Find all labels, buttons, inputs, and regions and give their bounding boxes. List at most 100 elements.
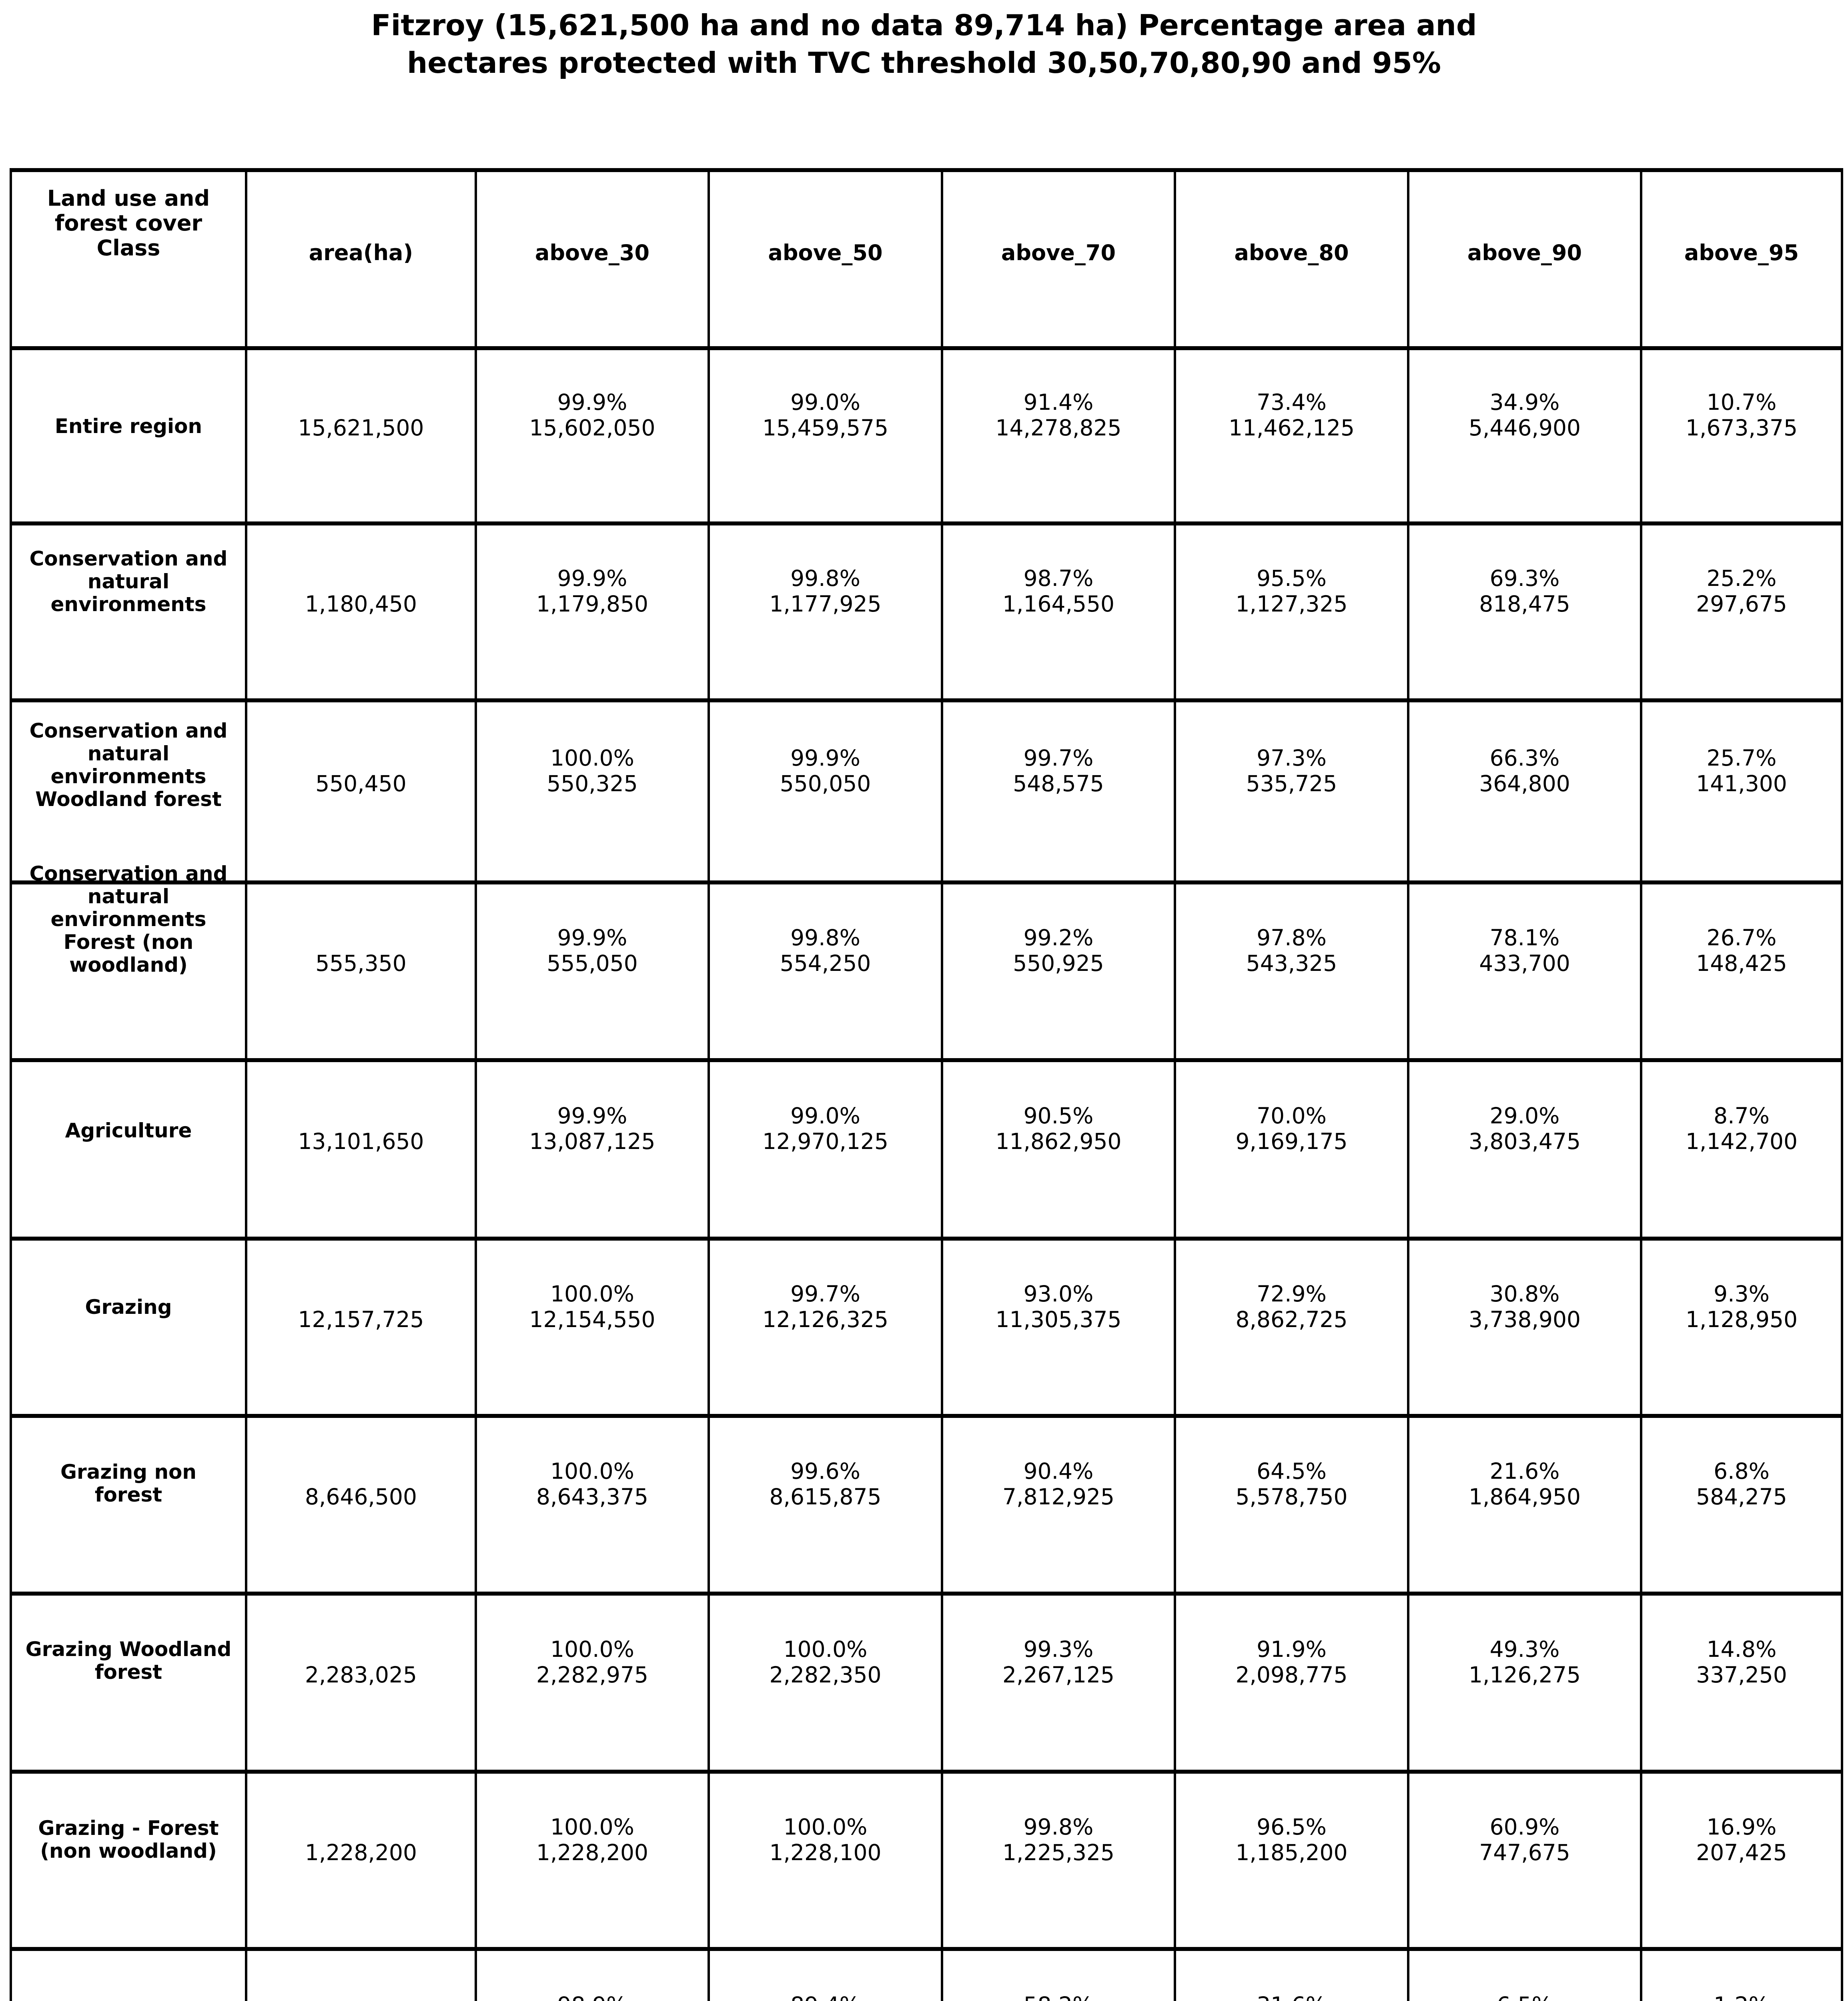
percent-value: 100.0%: [550, 1814, 634, 1840]
percent-value: 99.6%: [790, 1458, 860, 1484]
percent-value: 69.3%: [1489, 565, 1560, 591]
threshold-cell-above_30: 99.9% 555,050: [475, 880, 710, 1062]
hectares-value: 1,673,375: [1686, 415, 1798, 441]
percent-value: 99.9%: [557, 925, 627, 950]
hectares-value: 433,700: [1479, 950, 1570, 976]
percent-value: 99.9%: [790, 745, 860, 771]
percent-value: 100.0%: [550, 745, 634, 771]
threshold-cell-above_80: 91.9% 2,098,775: [1174, 1592, 1409, 1774]
row-label: Agriculture: [10, 1058, 247, 1241]
hectares-value: 1,225,325: [1002, 1839, 1114, 1865]
percent-value: 99.9%: [557, 1103, 627, 1129]
threshold-cell-above_50: 99.8% 554,250: [708, 880, 943, 1062]
percent-value: 9.3%: [1714, 1281, 1770, 1307]
percent-value: 99.7%: [1023, 745, 1094, 771]
hectares-value: 2,282,975: [536, 1662, 648, 1688]
threshold-cell-above_90: 49.3% 1,126,275: [1407, 1592, 1642, 1774]
percent-value: 14.8%: [1706, 1636, 1777, 1662]
col-header-land-use-and: Land use and forest cover Class: [10, 168, 247, 350]
threshold-cell-above_90: 29.0% 3,803,475: [1407, 1058, 1642, 1241]
percent-value: 29.0%: [1489, 1103, 1560, 1129]
area-ha-value: 1,180,450: [245, 521, 477, 702]
tvc-protection-table: Land use and forest cover Class area(ha) a…: [10, 168, 1843, 2001]
hectares-value: 5,446,900: [1469, 415, 1581, 441]
hectares-value: 1,126,275: [1469, 1662, 1581, 1688]
col-header-above-95: above_95: [1640, 168, 1843, 350]
percent-value: 25.2%: [1706, 565, 1777, 591]
hectares-value: 5,578,750: [1235, 1484, 1348, 1510]
percent-value: 100.0%: [550, 1458, 634, 1484]
percent-value: 6.8%: [1714, 1458, 1770, 1484]
hectares-value: 2,267,125: [1002, 1662, 1114, 1688]
table-row-entire-region: Entire region 15,621,500 99.9% 15,602,050 99…: [10, 346, 1843, 525]
percent-value: 64.5%: [1257, 1458, 1327, 1484]
percent-value: 99.0%: [790, 1103, 860, 1129]
hectares-value: 1,128,950: [1686, 1306, 1798, 1332]
percent-value: 99.9%: [557, 565, 627, 591]
row-label: Cropping: [10, 1947, 247, 2001]
threshold-cell-above_80: 70.0% 9,169,175: [1174, 1058, 1409, 1241]
percent-value: 97.3%: [1257, 745, 1327, 771]
area-ha-value: 1,228,200: [245, 1770, 477, 1951]
col-header-above-70: above_70: [941, 168, 1176, 350]
threshold-cell-above_90: 21.6% 1,864,950: [1407, 1414, 1642, 1596]
threshold-cell-above_30: 100.0% 1,228,200: [475, 1770, 710, 1951]
threshold-cell-above_90: 60.9% 747,675: [1407, 1770, 1642, 1951]
threshold-cell-above_30: 100.0% 12,154,550: [475, 1237, 710, 1418]
percent-value: 99.8%: [790, 565, 860, 591]
area-ha-value: 550,450: [245, 698, 477, 884]
percent-value: 21.6%: [1489, 1458, 1560, 1484]
percent-value: 78.1%: [1489, 925, 1560, 950]
hectares-value: 364,800: [1479, 770, 1570, 796]
table-row-grazing-forest-non-woodland: Grazing - Forest (non woodland) 1,228,200…: [10, 1770, 1843, 1951]
threshold-cell-above_70: 98.7% 1,164,550: [941, 521, 1176, 702]
col-header-above-80: above_80: [1174, 168, 1409, 350]
threshold-cell-above_30: 99.9% 13,087,125: [475, 1058, 710, 1241]
row-label: Conservation and natural environments Wo…: [10, 698, 247, 884]
threshold-cell-above_30: 99.9% 15,602,050: [475, 346, 710, 525]
table-row-conservation-and-natural-environments: Conservation and natural environments 1,1…: [10, 521, 1843, 702]
threshold-cell-above_80: 64.5% 5,578,750: [1174, 1414, 1409, 1596]
table-row-grazing-non-forest: Grazing non forest 8,646,500 100.0% 8,643,3…: [10, 1414, 1843, 1596]
percent-value: 66.3%: [1489, 745, 1560, 771]
hectares-value: 148,425: [1696, 950, 1787, 976]
threshold-cell-above_80: 96.5% 1,185,200: [1174, 1770, 1409, 1951]
table-head: Land use and forest cover Class area(ha) a…: [10, 168, 1843, 350]
hectares-value: 8,862,725: [1235, 1306, 1348, 1332]
threshold-cell-above_95: 14.8% 337,250: [1640, 1592, 1843, 1774]
threshold-cell-above_90: 30.8% 3,738,900: [1407, 1237, 1642, 1418]
hectares-value: 12,126,325: [762, 1306, 888, 1332]
hectares-value: 297,675: [1696, 591, 1787, 617]
threshold-cell-above_95: 16.9% 207,425: [1640, 1770, 1843, 1951]
threshold-cell-above_95: 25.7% 141,300: [1640, 698, 1843, 884]
table-body: Entire region 15,621,500 99.9% 15,602,050 99…: [10, 346, 1843, 2001]
threshold-cell-above_50: 89.4%726,775: [708, 1947, 943, 2001]
threshold-cell-above_90: 66.3% 364,800: [1407, 698, 1642, 884]
threshold-cell-above_80: 72.9% 8,862,725: [1174, 1237, 1409, 1418]
hectares-value: 2,282,350: [769, 1662, 882, 1688]
percent-value: 99.2%: [1023, 925, 1094, 950]
hectares-value: 1,164,550: [1002, 591, 1114, 617]
hectares-value: 11,305,375: [995, 1306, 1122, 1332]
hectares-value: 543,325: [1246, 950, 1337, 976]
threshold-cell-above_50: 99.0% 15,459,575: [708, 346, 943, 525]
percent-value: 25.7%: [1706, 745, 1777, 771]
row-label: Grazing: [10, 1237, 247, 1418]
threshold-cell-above_95: 26.7% 148,425: [1640, 880, 1843, 1062]
threshold-cell-above_95: 25.2% 297,675: [1640, 521, 1843, 702]
hectares-value: 2,098,775: [1235, 1662, 1348, 1688]
percent-value: 72.9%: [1257, 1281, 1327, 1307]
threshold-cell-above_70: 58.2%472,675: [941, 1947, 1176, 2001]
table-row-agriculture: Agriculture 13,101,650 99.9% 13,087,125 99.0…: [10, 1058, 1843, 1241]
table-row-cropping: Cropping812,82598.9%804,15089.4%726,7755…: [10, 1947, 1843, 2001]
header-row: Land use and forest cover Class area(ha) a…: [10, 168, 1843, 350]
hectares-value: 535,725: [1246, 770, 1337, 796]
threshold-cell-above_70: 91.4% 14,278,825: [941, 346, 1176, 525]
percent-value: 16.9%: [1706, 1814, 1777, 1840]
percent-value: 100.0%: [783, 1636, 868, 1662]
percent-value: 100.0%: [550, 1636, 634, 1662]
percent-value: 98.7%: [1023, 565, 1094, 591]
percent-value: 60.9%: [1489, 1814, 1560, 1840]
area-ha-value: 812,825: [245, 1947, 477, 2001]
